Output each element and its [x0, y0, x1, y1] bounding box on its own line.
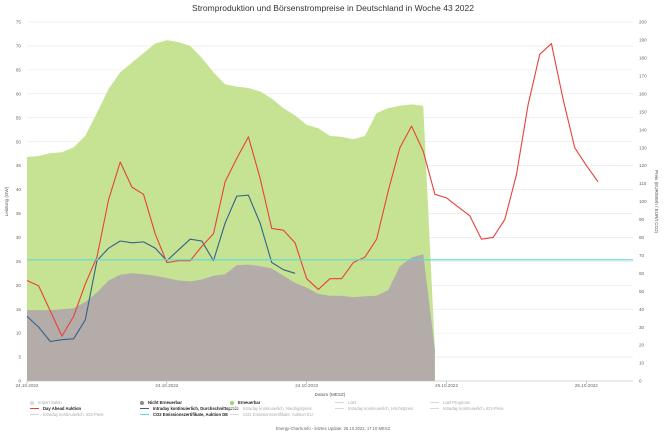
y-left-tick-label: 30	[16, 235, 22, 240]
y-left-tick-label: 75	[16, 20, 22, 25]
y-right-axis-label: Preis (EUR/MWh / EUR/t CO2)	[654, 170, 659, 234]
legend-label: Intraday kontinuierlich, ID3-Preis	[43, 412, 104, 417]
legend-line-icon	[230, 413, 239, 416]
legend-label: Last	[348, 400, 356, 405]
y-left-tick-label: 60	[16, 91, 22, 96]
y-left-tick-label: 45	[16, 163, 22, 168]
line-intraday-kontinuierlich-durchschnittspreis	[26, 194, 296, 343]
legend-label: Day Ahead Auktion	[43, 406, 82, 411]
y-right-tick-label: 130	[639, 145, 647, 150]
legend-label: Erneuerbar	[238, 400, 261, 405]
y-right-tick-label: 20	[639, 343, 645, 348]
y-right-tick-label: 180	[639, 56, 647, 61]
legend-line-icon	[140, 407, 149, 410]
y-right-tick-label: 60	[639, 271, 645, 276]
y-left-tick-label: 40	[16, 187, 22, 192]
y-left-tick-label: 25	[16, 259, 22, 264]
y-left-tick-label: 35	[16, 211, 22, 216]
legend-dot-icon	[140, 400, 144, 405]
y-left-tick-label: 70	[16, 44, 22, 49]
y-right-tick-label: 110	[639, 181, 647, 186]
legend-line-icon	[140, 413, 149, 416]
legend-line-icon	[230, 407, 239, 410]
legend-label: Intraday kontinuierlich, Höchstpreis	[348, 406, 414, 411]
legend-item[interactable]: Import Saldo	[30, 400, 62, 405]
legend-line-icon	[30, 413, 39, 416]
y-left-tick-label: 10	[16, 331, 22, 336]
legend-item[interactable]: Last Prognose	[430, 400, 470, 405]
legend-label: Last Prognose	[443, 400, 471, 405]
y-left-tick-label: 55	[16, 115, 22, 120]
y-right-tick-label: 140	[639, 127, 647, 132]
y-right-tick-label: 150	[639, 109, 647, 114]
y-left-tick-label: 65	[16, 67, 22, 72]
y-left-tick-label: 15	[16, 307, 22, 312]
legend-label: CO2 Emissionszertifikate, Auktion DE	[153, 412, 229, 417]
legend-label: Intraday kontinuierlich, ID1-Preis	[443, 406, 504, 411]
y-left-tick-label: 5	[18, 355, 21, 360]
y-right-tick-label: 160	[639, 91, 647, 96]
x-tick-label: 24.10.2022	[295, 383, 318, 388]
x-tick-label: 24.10.2022	[155, 383, 178, 388]
y-right-tick-label: 120	[639, 163, 647, 168]
y-right-tick-label: 90	[639, 217, 645, 222]
legend-label: CO2 Emissionszertifikate, Auktion EU	[243, 412, 313, 417]
legend-item[interactable]: Last	[335, 400, 356, 405]
y-left-tick-label: 20	[16, 283, 22, 288]
y-left-tick-label: 0	[18, 379, 21, 384]
legend-label: Import Saldo	[38, 400, 62, 405]
legend-line-icon	[30, 407, 39, 410]
legend-item[interactable]: Day Ahead Auktion	[30, 406, 81, 411]
legend-dot-icon	[30, 400, 34, 405]
y-right-tick-label: 50	[639, 289, 645, 294]
chart-title: Stromproduktion und Börsenstrompreise in…	[192, 3, 474, 13]
x-tick-label: 25.10.2022	[575, 383, 598, 388]
y-right-tick-label: 100	[639, 199, 647, 204]
legend-label: Intraday kontinuierlich, Durchschnittspr…	[153, 406, 239, 411]
legend-line-icon	[335, 407, 344, 410]
y-right-tick-label: 40	[639, 307, 645, 312]
y-right-tick-label: 70	[639, 253, 645, 258]
y-right-tick-label: 200	[639, 20, 647, 25]
footer-note: Energy-Charts.info - letztes Update: 25.…	[275, 426, 391, 431]
axes: 0 5 10 15 20 25 30 35 40 45 50 55 60 65 70 75 0 10 20 30 40 5…	[4, 20, 659, 397]
area-nicht-erneuerbar	[27, 254, 435, 381]
legend-item[interactable]: CO2 Emissionszertifikate, Auktion EU	[230, 412, 313, 417]
legend-item[interactable]: Erneuerbar	[230, 400, 260, 405]
y-right-tick-label: 0	[639, 379, 642, 384]
legend-item[interactable]: Intraday kontinuierlich, Höchstpreis	[335, 406, 413, 411]
legend-line-icon	[430, 407, 439, 410]
legend-item[interactable]: Intraday kontinuierlich, ID1-Preis	[430, 406, 504, 411]
legend-line-icon	[430, 401, 439, 404]
legend-item[interactable]: Intraday kontinuierlich, Niedrigstpreis	[230, 406, 312, 411]
legend-label: Intraday kontinuierlich, Niedrigstpreis	[243, 406, 312, 411]
legend-item[interactable]: Nicht Erneuerbar	[140, 400, 182, 405]
legend-line-icon	[335, 401, 344, 404]
y-right-tick-label: 190	[639, 38, 647, 43]
legend-item[interactable]: Intraday kontinuierlich, ID3-Preis	[30, 412, 104, 417]
y-right-tick-label: 170	[639, 73, 647, 78]
x-tick-label: 25.10.2022	[435, 383, 458, 388]
x-axis-label: Datum (MESZ)	[315, 392, 346, 397]
y-right-tick-label: 10	[639, 361, 645, 366]
line-day-ahead-auktion	[26, 42, 599, 337]
legend-label: Nicht Erneuerbar	[148, 400, 182, 405]
legend-item[interactable]: CO2 Emissionszertifikate, Auktion DE	[140, 412, 228, 417]
y-right-tick-label: 80	[639, 235, 645, 240]
line-layer	[26, 42, 633, 343]
legend-dot-icon	[230, 400, 234, 405]
legend-item[interactable]: Intraday kontinuierlich, Durchschnittspr…	[140, 406, 238, 411]
y-right-tick-label: 30	[639, 325, 645, 330]
x-tick-label: 24.10.2022	[16, 383, 39, 388]
y-left-tick-label: 50	[16, 139, 22, 144]
y-left-axis-label: Leistung (GW)	[4, 186, 9, 216]
